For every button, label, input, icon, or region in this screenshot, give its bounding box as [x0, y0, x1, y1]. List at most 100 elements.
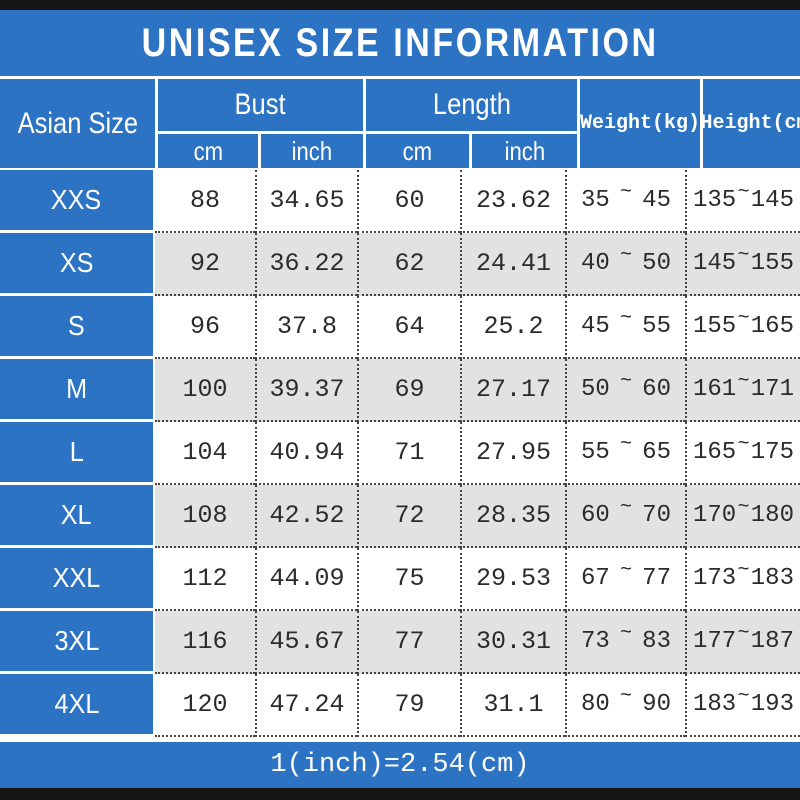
bust-cm-cell: 104 — [155, 422, 255, 485]
table-row: M 100 39.37 69 27.17 50 ~ 60 161 ~ 171 — [0, 359, 800, 422]
tilde-icon: ~ — [737, 370, 750, 393]
weight-range-cell: 45 ~ 55 — [565, 296, 685, 359]
length-cm-cell: 64 — [357, 296, 460, 359]
subheader-bust-inch: inch — [261, 134, 363, 168]
bust-cm-cell: 108 — [155, 485, 255, 548]
subheader-length-cm: cm — [366, 134, 469, 168]
bust-inch-cell: 47.24 — [255, 674, 357, 737]
bust-cm-value: 104 — [182, 438, 228, 467]
bust-label: Bust — [234, 88, 287, 121]
bust-inch-cell: 34.65 — [255, 170, 357, 233]
weight-max-value: 70 — [642, 502, 671, 529]
height-min-value: 165 — [693, 439, 737, 466]
bust-cm-value: 108 — [182, 501, 228, 530]
size-label: L — [69, 436, 84, 467]
length-cm-value: 72 — [394, 501, 425, 530]
height-max-value: 187 — [750, 628, 794, 655]
subheader-bust-cm: cm — [158, 134, 258, 168]
page-title: UNISEX SIZE INFORMATION — [141, 20, 659, 65]
bust-cm-cell: 100 — [155, 359, 255, 422]
weight-range-cell: 55 ~ 65 — [565, 422, 685, 485]
weight-min-value: 35 — [581, 187, 610, 214]
weight-min-value: 67 — [581, 565, 610, 592]
height-max-value: 155 — [750, 250, 794, 277]
length-inch-value: 30.31 — [475, 627, 551, 656]
length-inch-value: 25.2 — [483, 312, 544, 341]
table-row: XXL 112 44.09 75 29.53 67 ~ 77 173 ~ 183 — [0, 548, 800, 611]
bust-inch-cell: 39.37 — [255, 359, 357, 422]
size-label: M — [65, 373, 87, 404]
tilde-icon: ~ — [619, 370, 632, 393]
height-range-cell: 145 ~ 155 — [685, 233, 800, 296]
footer-band: 1(inch)=2.54(cm) — [0, 742, 800, 788]
height-header-label: Height(cm) — [700, 112, 800, 135]
bust-cm-cell: 116 — [155, 611, 255, 674]
length-cm-cell: 71 — [357, 422, 460, 485]
corner-header-asian-size: Asian Size — [0, 79, 155, 168]
tilde-icon: ~ — [619, 496, 632, 519]
height-max-value: 165 — [750, 313, 794, 340]
bust-inch-cell: 45.67 — [255, 611, 357, 674]
bust-cm-value: 116 — [182, 627, 228, 656]
length-inch-value: 27.17 — [475, 375, 551, 404]
bust-inch-cell: 40.94 — [255, 422, 357, 485]
table-row: L 104 40.94 71 27.95 55 ~ 65 165 ~ 175 — [0, 422, 800, 485]
height-min-value: 183 — [693, 691, 737, 718]
bust-cm-cell: 96 — [155, 296, 255, 359]
tilde-icon: ~ — [619, 433, 632, 456]
size-label-cell: 4XL — [0, 674, 155, 737]
size-label-cell: 3XL — [0, 611, 155, 674]
bust-cm-value: 96 — [189, 312, 220, 341]
bust-inch-value: 45.67 — [269, 627, 345, 656]
height-min-value: 170 — [693, 502, 737, 529]
weight-header-label: Weight(kg) — [579, 112, 701, 135]
length-cm-value: 64 — [394, 312, 425, 341]
tilde-icon: ~ — [737, 433, 750, 456]
length-cm-cell: 77 — [357, 611, 460, 674]
height-max-value: 145 — [750, 187, 794, 214]
length-inch-value: 27.95 — [475, 438, 551, 467]
length-label: Length — [432, 88, 511, 121]
bottom-black-bar — [0, 788, 800, 800]
weight-range-cell: 40 ~ 50 — [565, 233, 685, 296]
weight-range-cell: 50 ~ 60 — [565, 359, 685, 422]
weight-max-value: 60 — [642, 376, 671, 403]
height-min-value: 177 — [693, 628, 737, 655]
length-cm-cell: 72 — [357, 485, 460, 548]
bust-cm-value: 92 — [189, 249, 220, 278]
bust-inch-value: 34.65 — [269, 186, 345, 215]
height-max-value: 193 — [750, 691, 794, 718]
subheader-length-inch: inch — [472, 134, 577, 168]
weight-max-value: 45 — [642, 187, 671, 214]
height-range-cell: 183 ~ 193 — [685, 674, 800, 737]
size-label: 4XL — [54, 688, 99, 719]
bust-inch-value: 44.09 — [269, 564, 345, 593]
weight-min-value: 80 — [581, 691, 610, 718]
length-inch-value: 23.62 — [475, 186, 551, 215]
top-black-bar — [0, 0, 800, 10]
size-label: XL — [61, 499, 92, 530]
length-cm-value: 71 — [394, 438, 425, 467]
length-cm-cell: 60 — [357, 170, 460, 233]
length-inch-value: 28.35 — [475, 501, 551, 530]
height-max-value: 180 — [750, 502, 794, 529]
height-max-value: 183 — [750, 565, 794, 592]
height-range-cell: 173 ~ 183 — [685, 548, 800, 611]
bust-inch-value: 37.8 — [276, 312, 337, 341]
length-inch-cell: 29.53 — [460, 548, 565, 611]
group-header-bust: Bust — [158, 79, 363, 131]
table-row: XXS 88 34.65 60 23.62 35 ~ 45 135 ~ 145 — [0, 170, 800, 233]
size-label-cell: XS — [0, 233, 155, 296]
tilde-icon: ~ — [737, 496, 750, 519]
conversion-note: 1(inch)=2.54(cm) — [270, 750, 530, 780]
weight-max-value: 83 — [642, 628, 671, 655]
weight-range-cell: 73 ~ 83 — [565, 611, 685, 674]
weight-min-value: 40 — [581, 250, 610, 277]
tilde-icon: ~ — [619, 307, 632, 330]
length-inch-cell: 27.95 — [460, 422, 565, 485]
bust-cm-cell: 120 — [155, 674, 255, 737]
group-header-length: Length — [366, 79, 577, 131]
length-inch-cell: 24.41 — [460, 233, 565, 296]
height-max-value: 175 — [750, 439, 794, 466]
